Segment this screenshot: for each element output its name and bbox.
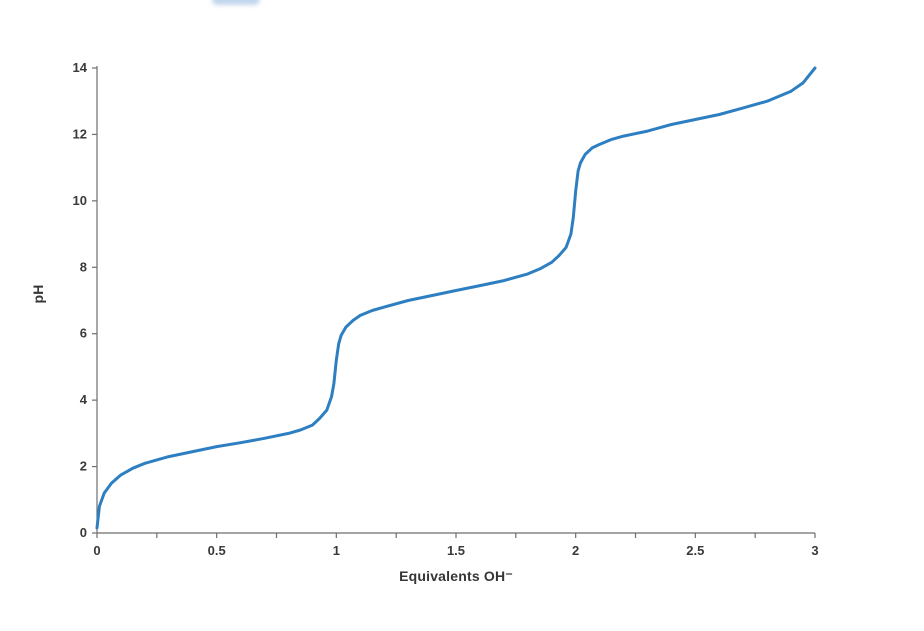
x-tick-label: 2 bbox=[572, 543, 579, 558]
cropped-image-artifact bbox=[212, 0, 260, 5]
series-triprotic-titration-curve bbox=[95, 66, 817, 530]
x-tick-label: 1 bbox=[333, 543, 340, 558]
y-axis-title: pH bbox=[30, 284, 46, 304]
x-tick-label: 2.5 bbox=[686, 543, 704, 558]
x-axis-title: Equivalents OH⁻ bbox=[399, 568, 513, 584]
x-tick-label: 1.5 bbox=[447, 543, 465, 558]
y-tick-label: 8 bbox=[80, 259, 87, 274]
x-tick-label: 0 bbox=[93, 543, 100, 558]
x-tick-label: 0.5 bbox=[208, 543, 226, 558]
y-tick-label: 10 bbox=[73, 193, 87, 208]
x-tick-label: 3 bbox=[811, 543, 818, 558]
y-tick-label: 12 bbox=[73, 126, 87, 141]
y-tick-label: 14 bbox=[73, 60, 88, 75]
y-tick-label: 6 bbox=[80, 326, 87, 341]
y-tick-label: 0 bbox=[80, 525, 87, 540]
y-tick-label: 4 bbox=[80, 392, 88, 407]
y-tick-label: 2 bbox=[80, 459, 87, 474]
